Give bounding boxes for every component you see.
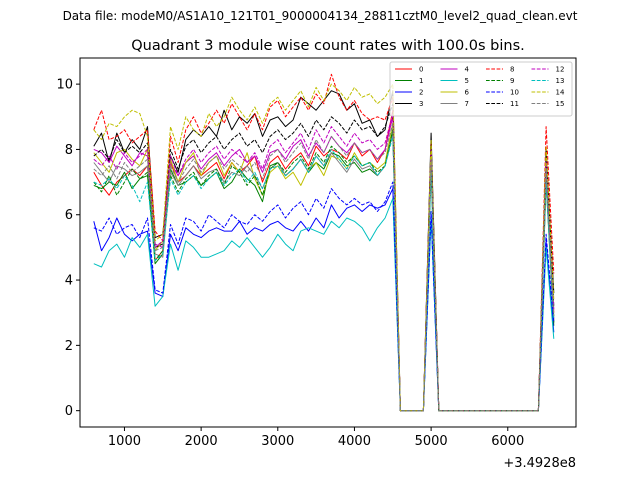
x-tick-label: 5000 bbox=[415, 434, 448, 449]
series-line-6 bbox=[93, 122, 555, 412]
legend-label-6: 6 bbox=[465, 89, 470, 97]
x-tick-label: 4000 bbox=[338, 434, 371, 449]
legend-label-3: 3 bbox=[419, 100, 423, 108]
x-tick-label: 2000 bbox=[185, 434, 218, 449]
x-tick-label: 6000 bbox=[491, 434, 524, 449]
axes-frame bbox=[79, 57, 577, 428]
x-tick-label: 3000 bbox=[261, 434, 294, 449]
legend-label-9: 9 bbox=[510, 77, 514, 85]
legend-label-1: 1 bbox=[419, 77, 423, 85]
legend-label-8: 8 bbox=[510, 66, 514, 74]
legend-label-7: 7 bbox=[465, 100, 469, 108]
series-line-15 bbox=[93, 122, 555, 412]
legend-label-5: 5 bbox=[465, 77, 469, 85]
series-line-13 bbox=[93, 135, 555, 412]
legend-label-2: 2 bbox=[419, 89, 423, 97]
legend-label-11: 11 bbox=[510, 100, 519, 108]
legend-label-13: 13 bbox=[556, 77, 565, 85]
chart-title: Quadrant 3 module wise count rates with … bbox=[131, 38, 525, 54]
y-tick-label: 10 bbox=[56, 78, 73, 93]
series-line-9 bbox=[93, 129, 555, 412]
chart-suptitle: Data file: modeM0/AS1A10_121T01_90000041… bbox=[63, 9, 578, 23]
y-tick-label: 4 bbox=[65, 274, 73, 289]
series-line-2 bbox=[93, 188, 555, 412]
series-line-0 bbox=[93, 109, 555, 412]
x-axis-offset-label: +3.4928e8 bbox=[503, 456, 576, 471]
plot-area bbox=[93, 73, 555, 412]
legend-label-15: 15 bbox=[556, 100, 565, 108]
x-tick-label: 1000 bbox=[108, 434, 141, 449]
y-tick-label: 2 bbox=[65, 339, 73, 354]
legend-box bbox=[389, 61, 573, 117]
y-tick-label: 8 bbox=[65, 143, 73, 158]
y-tick-label: 6 bbox=[65, 208, 73, 223]
series-line-4 bbox=[93, 116, 555, 412]
series-line-1 bbox=[93, 129, 555, 412]
x-axis: 1000 2000 3000 4000 5000 6000 bbox=[108, 427, 524, 449]
y-axis: 0 2 4 6 8 10 bbox=[56, 78, 80, 419]
legend-label-0: 0 bbox=[419, 66, 423, 74]
legend-label-12: 12 bbox=[556, 66, 565, 74]
legend-label-10: 10 bbox=[510, 89, 519, 97]
legend-label-4: 4 bbox=[465, 66, 470, 74]
series-line-12 bbox=[93, 113, 555, 412]
legend-label-14: 14 bbox=[556, 89, 565, 97]
y-tick-label: 0 bbox=[65, 404, 73, 419]
